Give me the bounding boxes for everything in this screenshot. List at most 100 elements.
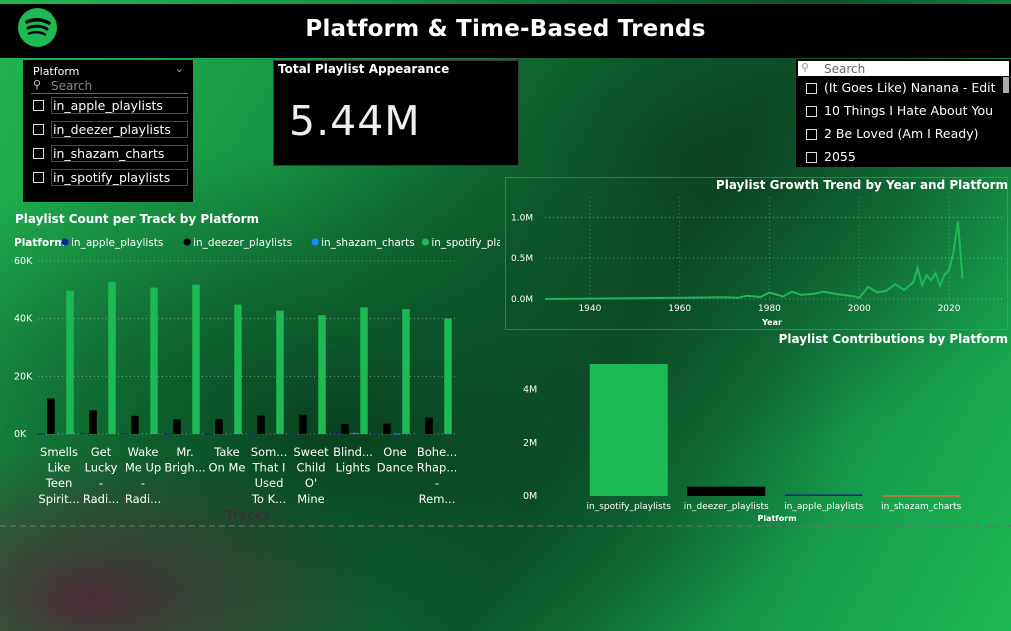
line-chart-title: Playlist Growth Trend by Year and Platfo… [715,178,1008,192]
y-tick-label: 0.5M [511,254,533,264]
bar-in_spotify_playlists [360,307,368,434]
search-placeholder: Search [51,79,93,93]
x-tick-label: in_deezer_playlists [684,502,769,512]
bar-in_apple_playlists [163,433,171,435]
checkbox[interactable] [806,152,817,163]
x-tick-label: 1960 [668,304,691,314]
checkbox[interactable] [33,172,44,183]
x-tick-label: One [383,445,406,459]
x-axis-label: Year [761,318,782,327]
bar-in_apple_playlists [784,494,863,496]
x-tick-label: Radi... [125,492,161,506]
x-tick-label: Dance [377,461,414,475]
slicer-item-deezer[interactable]: in_deezer_playlists [31,121,189,140]
bar-in_deezer_playlists [687,486,766,496]
track-item[interactable]: 2055 [806,149,1006,167]
x-tick-label: Som... [251,445,288,459]
bar-chart-title: Playlist Count per Track by Platform [15,212,259,226]
x-tick-label: Radi... [83,492,119,506]
search-placeholder: Search [824,62,866,76]
bar-in_deezer_playlists [215,419,223,434]
kpi-value: 5.44M [289,97,421,145]
bar-in_shazam_charts [351,432,359,434]
x-axis-label: Platform [757,514,796,523]
x-tick-label: Mine [297,492,324,506]
x-tick-label: Like [48,461,71,475]
slicer-item-label: in_apple_playlists [51,97,188,114]
slicer-item-label: in_spotify_playlists [51,169,188,186]
chevron-down-icon[interactable]: ⌄ [174,62,184,75]
x-tick-label: Blind... [333,445,373,459]
x-tick-label: 1980 [758,304,781,314]
playlist-count-bar-chart: Platform in_apple_playlists in_deezer_play… [14,237,500,522]
bar-in_apple_playlists [247,433,255,435]
bar-in_apple_playlists [121,433,129,435]
x-tick-label: Smells [40,445,78,459]
y-tick-label: 1.0M [511,213,533,223]
bar-in_deezer_playlists [341,424,349,434]
checkbox[interactable] [33,100,44,111]
x-axis-label: Tracks [226,507,271,522]
y-tick-label: 4M [523,385,537,396]
bar-in_apple_playlists [79,433,87,435]
bar-in_deezer_playlists [383,423,391,434]
track-item[interactable]: 2 Be Loved (Am I Ready) [806,126,1006,144]
bar-in_shazam_charts [393,433,401,435]
slicer-search-input[interactable]: ⚲ Search [31,78,188,94]
slicer-item-apple[interactable]: in_apple_playlists [31,97,189,116]
legend-label: in_deezer_playlists [193,237,292,249]
y-tick-label: 0M [523,491,537,502]
x-tick-label: Take [213,445,240,459]
x-tick-label: in_shazam_charts [881,502,962,512]
track-label: 10 Things I Hate About You [824,103,994,118]
y-tick-label: 0K [14,429,27,440]
legend-label: in_shazam_charts [321,237,415,249]
checkbox[interactable] [33,148,44,159]
bar-in_shazam_charts [882,495,961,497]
track-search-input[interactable]: ⚲ Search [798,61,1009,76]
bar-in_spotify_playlists [402,309,410,434]
y-tick-label: 0.0M [511,295,533,305]
bar-in_spotify_playlists [444,318,452,434]
legend-label: in_apple_playlists [71,237,163,249]
bar-in_apple_playlists [415,433,423,435]
x-tick-label: That I [252,461,286,475]
y-tick-label: 2M [523,438,537,449]
slicer-item-shazam[interactable]: in_shazam_charts [31,145,189,164]
x-tick-label: Brigh... [164,461,205,475]
bar-in_deezer_playlists [257,415,265,434]
platform-chart-title: Playlist Contributions by Platform [778,332,1008,346]
checkbox[interactable] [806,129,817,140]
x-tick-label: Bohe... [417,445,457,459]
bar-in_spotify_playlists [192,284,200,434]
bar-in_spotify_playlists [318,315,326,434]
bar-in_deezer_playlists [299,414,307,434]
checkbox[interactable] [806,106,817,117]
y-tick-label: 40K [14,314,33,325]
slicer-item-spotify[interactable]: in_spotify_playlists [31,169,189,188]
spotify-icon [18,8,57,47]
legend-title: Platform [14,237,65,249]
bar-in_deezer_playlists [131,415,139,434]
bar-in_apple_playlists [205,433,213,435]
bar-in_apple_playlists [289,433,297,435]
track-item[interactable]: (It Goes Like) Nanana - Edit [806,80,1006,98]
x-tick-label: Rem... [419,492,456,506]
track-slicer: ⚲ Search (It Goes Like) Nanana - Edit 10… [796,59,1011,167]
checkbox[interactable] [33,124,44,135]
x-tick-label: Spirit... [38,492,79,506]
x-tick-label: Rhap... [417,461,458,475]
x-tick-label: 1940 [578,304,601,314]
slicer-item-label: in_shazam_charts [51,145,188,162]
divider [0,525,1011,529]
x-tick-label: Lights [336,461,371,475]
x-tick-label: Used [255,476,284,490]
x-tick-label: Mr. [176,445,193,459]
checkbox[interactable] [806,83,817,94]
search-icon: ⚲ [33,78,42,91]
track-item[interactable]: 10 Things I Hate About You [806,103,1006,121]
x-tick-label: Teen [45,476,73,490]
bar-in_apple_playlists [373,432,381,434]
scrollbar[interactable] [1003,77,1009,93]
x-tick-label: On Me [209,461,246,475]
